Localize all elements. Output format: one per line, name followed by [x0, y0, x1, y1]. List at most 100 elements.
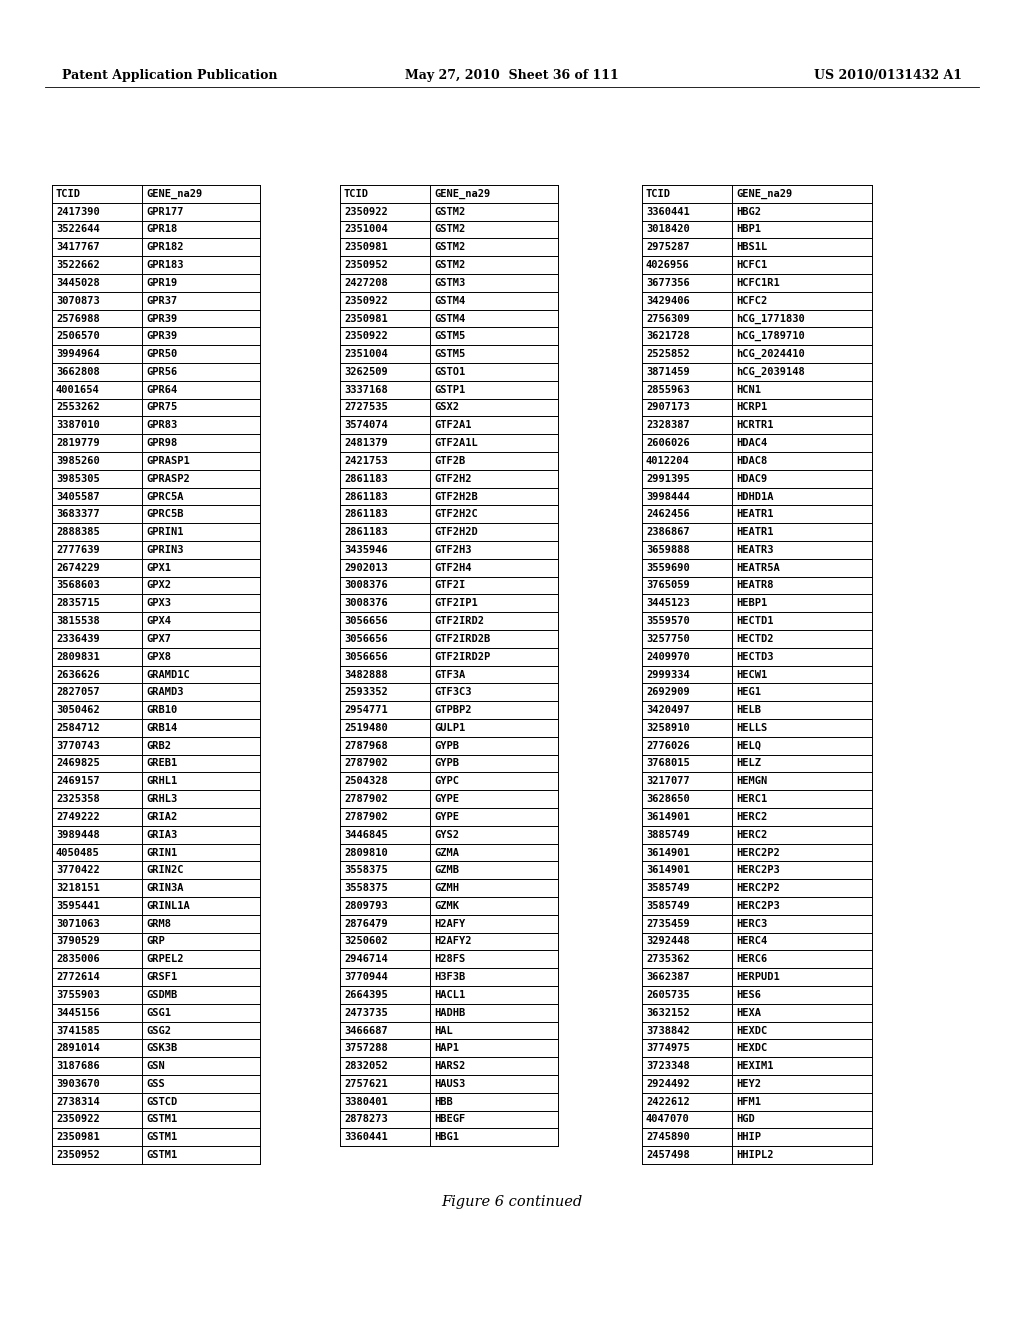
- Text: 3420497: 3420497: [646, 705, 690, 715]
- Text: 3558375: 3558375: [344, 866, 388, 875]
- Text: hCG_1789710: hCG_1789710: [736, 331, 805, 342]
- Text: 2469825: 2469825: [56, 759, 99, 768]
- Text: GSG2: GSG2: [146, 1026, 171, 1035]
- Text: GPRIN3: GPRIN3: [146, 545, 183, 554]
- Text: GTF2IRD2P: GTF2IRD2P: [434, 652, 490, 661]
- Text: GULP1: GULP1: [434, 723, 465, 733]
- Text: 2727535: 2727535: [344, 403, 388, 412]
- Text: 2776026: 2776026: [646, 741, 690, 751]
- Text: 3994964: 3994964: [56, 348, 99, 359]
- Text: GPX2: GPX2: [146, 581, 171, 590]
- Text: GPR39: GPR39: [146, 314, 177, 323]
- Text: 3446845: 3446845: [344, 830, 388, 840]
- Text: GPX3: GPX3: [146, 598, 171, 609]
- Text: GRSF1: GRSF1: [146, 972, 177, 982]
- Text: 3770743: 3770743: [56, 741, 99, 751]
- Text: GPR183: GPR183: [146, 260, 183, 271]
- Text: 3585749: 3585749: [646, 883, 690, 894]
- Text: GRAMD3: GRAMD3: [146, 688, 183, 697]
- Text: HEXDC: HEXDC: [736, 1043, 767, 1053]
- Text: 4047070: 4047070: [646, 1114, 690, 1125]
- Text: 2417390: 2417390: [56, 207, 99, 216]
- Text: GTF2H2: GTF2H2: [434, 474, 471, 483]
- Text: GRIN3A: GRIN3A: [146, 883, 183, 894]
- Text: HHIPL2: HHIPL2: [736, 1150, 773, 1160]
- Text: 2809793: 2809793: [344, 900, 388, 911]
- Text: May 27, 2010  Sheet 36 of 111: May 27, 2010 Sheet 36 of 111: [406, 69, 618, 82]
- Text: GSX2: GSX2: [434, 403, 459, 412]
- Text: 2469157: 2469157: [56, 776, 99, 787]
- Text: hCG_2039148: hCG_2039148: [736, 367, 805, 378]
- Text: GPRC5B: GPRC5B: [146, 510, 183, 519]
- Text: 2861183: 2861183: [344, 491, 388, 502]
- Text: 3250602: 3250602: [344, 936, 388, 946]
- Text: HEATR1: HEATR1: [736, 527, 773, 537]
- Text: HELZ: HELZ: [736, 759, 761, 768]
- Text: HHIP: HHIP: [736, 1133, 761, 1142]
- Text: H2AFY: H2AFY: [434, 919, 465, 929]
- Text: 4012204: 4012204: [646, 455, 690, 466]
- Text: GTF2A1L: GTF2A1L: [434, 438, 478, 447]
- Text: GSTCD: GSTCD: [146, 1097, 177, 1106]
- Text: GRB2: GRB2: [146, 741, 171, 751]
- Text: HEY2: HEY2: [736, 1078, 761, 1089]
- Text: 2772614: 2772614: [56, 972, 99, 982]
- Text: 2421753: 2421753: [344, 455, 388, 466]
- Text: GRIN1: GRIN1: [146, 847, 177, 858]
- Text: 2664395: 2664395: [344, 990, 388, 1001]
- Text: GSTM2: GSTM2: [434, 260, 465, 271]
- Text: HAL: HAL: [434, 1026, 453, 1035]
- Text: 2738314: 2738314: [56, 1097, 99, 1106]
- Text: 2525852: 2525852: [646, 348, 690, 359]
- Text: 2605735: 2605735: [646, 990, 690, 1001]
- Text: GPR83: GPR83: [146, 420, 177, 430]
- Text: 3815538: 3815538: [56, 616, 99, 626]
- Text: 2504328: 2504328: [344, 776, 388, 787]
- Text: 2351004: 2351004: [344, 348, 388, 359]
- Text: 2787902: 2787902: [344, 812, 388, 822]
- Text: 2735362: 2735362: [646, 954, 690, 965]
- Text: 2350981: 2350981: [344, 314, 388, 323]
- Text: GYPE: GYPE: [434, 795, 459, 804]
- Text: HERC2P2: HERC2P2: [736, 883, 779, 894]
- Text: GRIN2C: GRIN2C: [146, 866, 183, 875]
- Text: GTF2IRD2B: GTF2IRD2B: [434, 634, 490, 644]
- Text: HERC2P3: HERC2P3: [736, 900, 779, 911]
- Text: GPR37: GPR37: [146, 296, 177, 306]
- Text: 2891014: 2891014: [56, 1043, 99, 1053]
- Text: HERC2: HERC2: [736, 812, 767, 822]
- Text: HELB: HELB: [736, 705, 761, 715]
- Text: 2462456: 2462456: [646, 510, 690, 519]
- Text: GSTM5: GSTM5: [434, 331, 465, 342]
- Text: HDHD1A: HDHD1A: [736, 491, 773, 502]
- Text: GSTO1: GSTO1: [434, 367, 465, 378]
- Text: HBG1: HBG1: [434, 1133, 459, 1142]
- Text: HDAC9: HDAC9: [736, 474, 767, 483]
- Text: 2409970: 2409970: [646, 652, 690, 661]
- Text: 3482888: 3482888: [344, 669, 388, 680]
- Text: 3445123: 3445123: [646, 598, 690, 609]
- Text: GZMB: GZMB: [434, 866, 459, 875]
- Text: 4001654: 4001654: [56, 384, 99, 395]
- Text: GRIA2: GRIA2: [146, 812, 177, 822]
- Text: H3F3B: H3F3B: [434, 972, 465, 982]
- Text: HBB: HBB: [434, 1097, 453, 1106]
- Text: HECTD3: HECTD3: [736, 652, 773, 661]
- Text: GTF2B: GTF2B: [434, 455, 465, 466]
- Text: 2351004: 2351004: [344, 224, 388, 235]
- Text: GYPB: GYPB: [434, 759, 459, 768]
- Text: HARS2: HARS2: [434, 1061, 465, 1071]
- Text: 2924492: 2924492: [646, 1078, 690, 1089]
- Text: 3360441: 3360441: [344, 1133, 388, 1142]
- Text: 3683377: 3683377: [56, 510, 99, 519]
- Text: 3292448: 3292448: [646, 936, 690, 946]
- Text: GPX4: GPX4: [146, 616, 171, 626]
- Text: HECW1: HECW1: [736, 669, 767, 680]
- Text: GYS2: GYS2: [434, 830, 459, 840]
- Text: 3741585: 3741585: [56, 1026, 99, 1035]
- Text: HCFC2: HCFC2: [736, 296, 767, 306]
- Text: 3071063: 3071063: [56, 919, 99, 929]
- Text: GTF2H3: GTF2H3: [434, 545, 471, 554]
- Text: 3337168: 3337168: [344, 384, 388, 395]
- Text: HAP1: HAP1: [434, 1043, 459, 1053]
